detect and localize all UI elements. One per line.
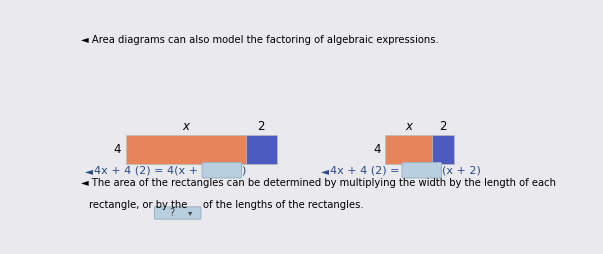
Text: ◄: ◄: [321, 166, 329, 176]
Text: ◄ Area diagrams can also model the factoring of algebraic expressions.: ◄ Area diagrams can also model the facto…: [81, 35, 438, 45]
Text: ▾: ▾: [188, 209, 192, 217]
Text: x: x: [182, 120, 189, 133]
Text: ?: ?: [169, 208, 175, 218]
Text: x: x: [405, 120, 412, 133]
FancyBboxPatch shape: [202, 163, 242, 178]
Bar: [126, 135, 246, 164]
Bar: [385, 135, 432, 164]
Text: 4: 4: [113, 143, 121, 156]
Text: 4x + 4 (2) =: 4x + 4 (2) =: [330, 166, 400, 176]
Text: (x + 2): (x + 2): [442, 166, 481, 176]
Text: of the lengths of the rectangles.: of the lengths of the rectangles.: [203, 200, 364, 210]
Text: 4: 4: [373, 143, 380, 156]
Bar: [432, 135, 453, 164]
Text: ◄: ◄: [84, 166, 93, 176]
Text: 4x + 4 (2) = 4(x +: 4x + 4 (2) = 4(x +: [94, 166, 198, 176]
Text: ◄ The area of the rectangles can be determined by multiplying the width by the l: ◄ The area of the rectangles can be dete…: [81, 178, 556, 188]
FancyBboxPatch shape: [154, 207, 201, 219]
Bar: [246, 135, 277, 164]
Text: 2: 2: [257, 120, 265, 133]
Text: rectangle, or by the: rectangle, or by the: [89, 200, 187, 210]
Text: 2: 2: [439, 120, 446, 133]
Text: ): ): [241, 166, 245, 176]
FancyBboxPatch shape: [402, 163, 441, 178]
